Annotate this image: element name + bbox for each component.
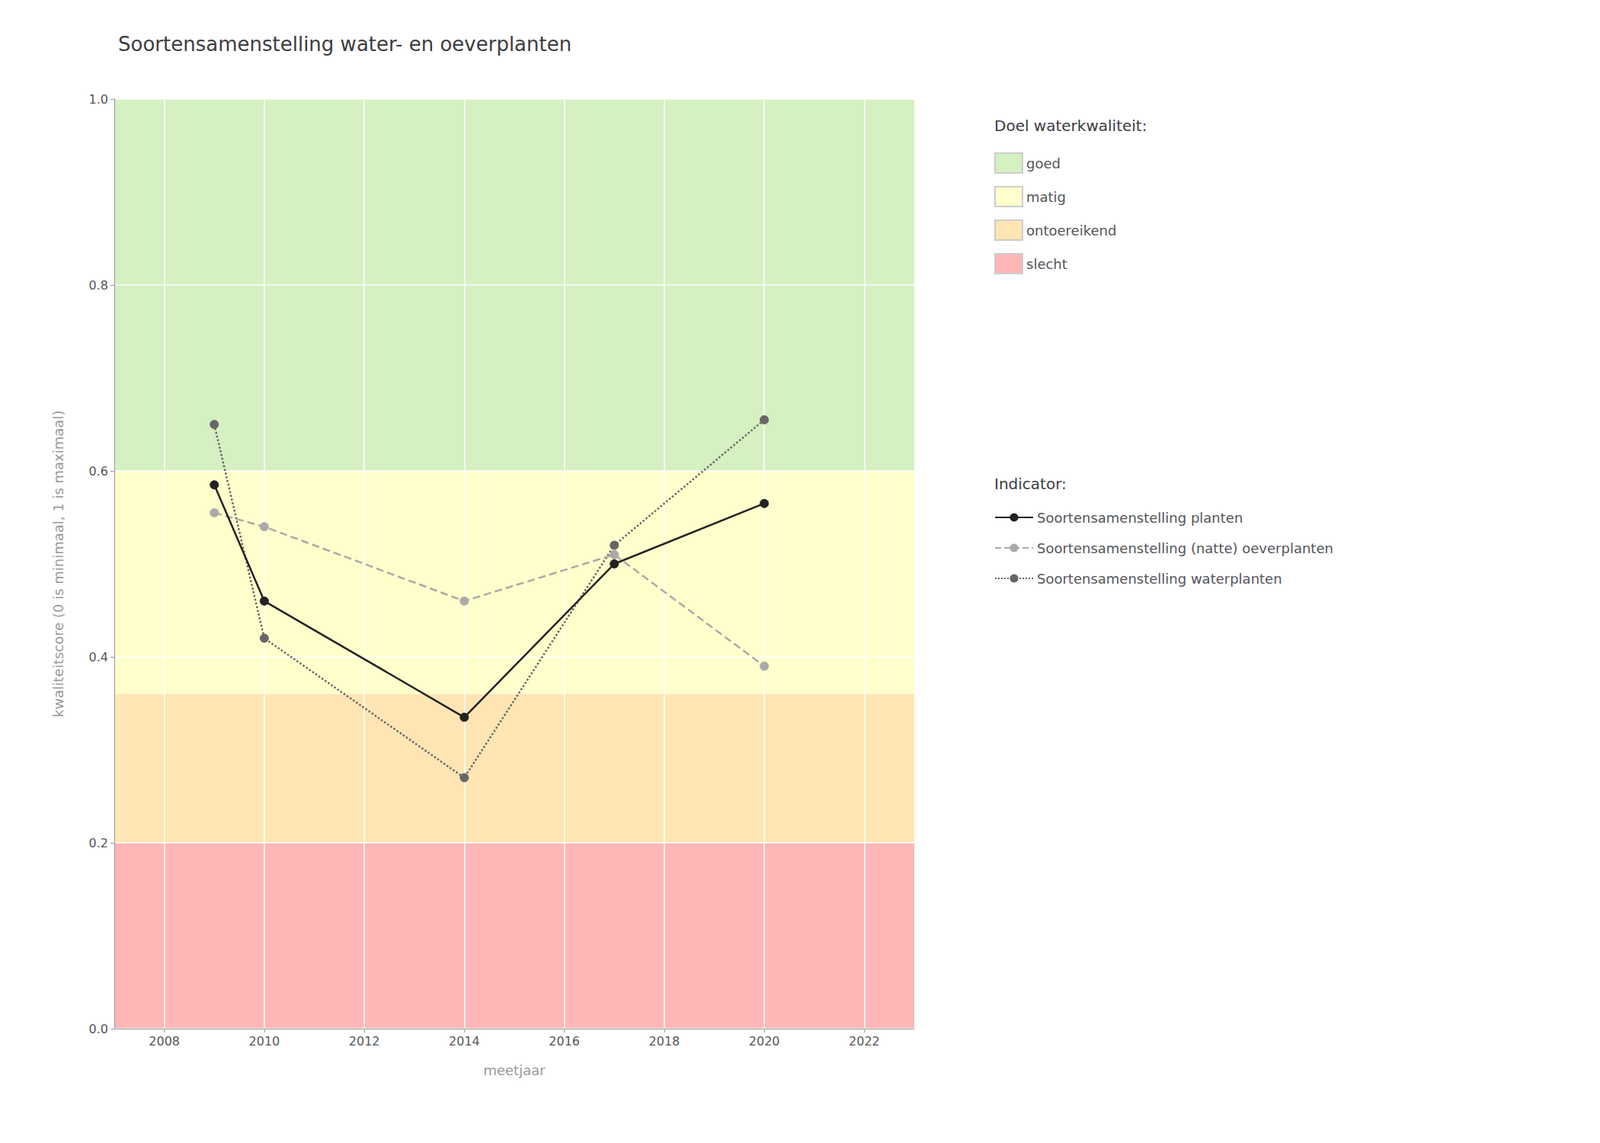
svg-text:0.0: 0.0	[89, 1021, 109, 1037]
svg-text:0.8: 0.8	[89, 278, 109, 293]
svg-text:0.2: 0.2	[89, 835, 109, 851]
svg-text:2012: 2012	[348, 1033, 381, 1049]
svg-text:matig: matig	[1026, 188, 1066, 205]
svg-text:Soortensamenstelling waterplan: Soortensamenstelling waterplanten	[1036, 570, 1283, 587]
svg-text:Indicator:: Indicator:	[994, 474, 1067, 493]
svg-text:Soortensamenstelling water- en: Soortensamenstelling water- en oeverplan…	[118, 32, 572, 56]
svg-text:kwaliteitscore (0 is minimaal,: kwaliteitscore (0 is minimaal, 1 is maxi…	[50, 410, 67, 718]
svg-text:0.4: 0.4	[89, 649, 109, 665]
svg-text:2020: 2020	[748, 1033, 781, 1049]
svg-text:2008: 2008	[148, 1033, 180, 1049]
svg-text:2018: 2018	[649, 1033, 681, 1049]
svg-text:2014: 2014	[448, 1033, 480, 1049]
svg-text:Soortensamenstelling (natte) o: Soortensamenstelling (natte) oeverplante…	[1036, 540, 1334, 557]
svg-text:Soortensamenstelling planten: Soortensamenstelling planten	[1036, 509, 1243, 526]
svg-text:goed: goed	[1026, 155, 1061, 172]
svg-text:ontoereikend: ontoereikend	[1026, 222, 1117, 239]
svg-text:2022: 2022	[848, 1033, 880, 1049]
svg-text:slecht: slecht	[1026, 256, 1068, 272]
svg-text:0.6: 0.6	[89, 464, 109, 479]
svg-text:2016: 2016	[548, 1033, 580, 1049]
svg-text:Doel waterkwaliteit:: Doel waterkwaliteit:	[994, 116, 1147, 135]
svg-text:1.0: 1.0	[89, 92, 109, 107]
svg-text:2010: 2010	[249, 1033, 281, 1049]
svg-text:meetjaar: meetjaar	[483, 1062, 546, 1079]
